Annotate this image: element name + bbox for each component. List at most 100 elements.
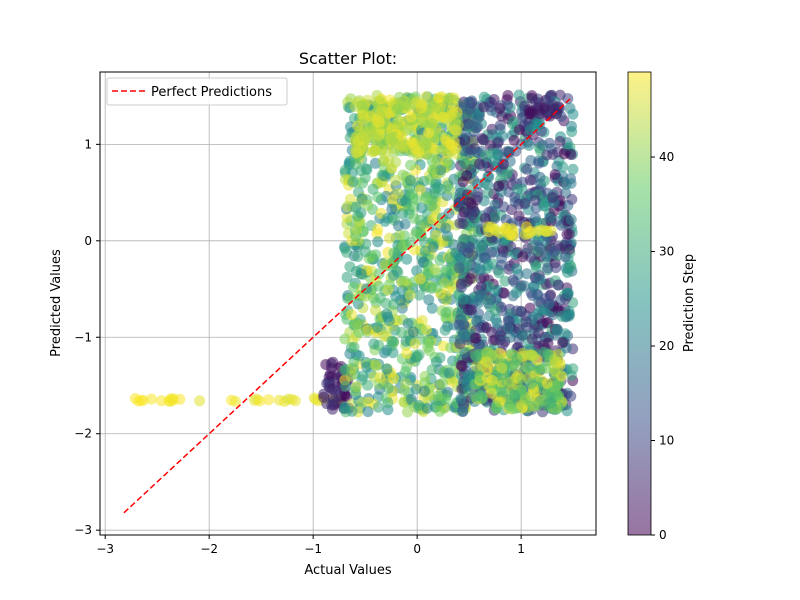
data-point (347, 176, 359, 188)
data-point (341, 391, 353, 403)
data-point (436, 144, 448, 156)
x-tick-label: 0 (413, 542, 421, 556)
data-point (388, 247, 400, 259)
data-point (507, 359, 519, 371)
data-point (491, 317, 503, 329)
data-point (565, 214, 577, 226)
data-point (339, 364, 351, 376)
data-point (553, 101, 565, 113)
data-point (340, 380, 351, 392)
data-point (481, 346, 493, 358)
data-point (374, 372, 386, 383)
data-point (525, 378, 537, 390)
data-point (431, 281, 443, 293)
data-point (564, 102, 576, 114)
data-point (457, 293, 469, 305)
data-point (508, 116, 519, 127)
data-point (453, 262, 465, 274)
scatter-points (129, 89, 579, 418)
data-point (382, 284, 394, 296)
data-point (390, 156, 402, 168)
data-point (549, 353, 560, 365)
data-point (372, 236, 384, 248)
data-point (386, 203, 398, 215)
data-point (475, 289, 487, 301)
data-point (427, 213, 439, 225)
data-point (465, 198, 477, 210)
data-point (547, 192, 558, 203)
colorbar-tick-label: 0 (659, 528, 667, 542)
data-point (341, 246, 353, 258)
data-point (422, 341, 434, 353)
data-point (370, 133, 382, 145)
data-point (537, 200, 549, 212)
data-point (415, 220, 427, 232)
colorbar: 0 10 20 30 40 Prediction Step (627, 71, 697, 542)
data-point (352, 120, 364, 132)
data-point (427, 164, 438, 176)
data-point (440, 222, 452, 234)
data-point (566, 120, 577, 132)
data-point (459, 158, 471, 170)
data-point (471, 351, 483, 363)
data-point (229, 395, 241, 407)
data-point (411, 265, 423, 277)
data-point (562, 288, 574, 300)
data-point (490, 285, 501, 297)
data-point (414, 289, 425, 301)
data-point (561, 228, 573, 240)
data-point (348, 341, 360, 353)
data-point (401, 253, 413, 265)
data-point (409, 338, 421, 350)
data-point (533, 241, 545, 253)
data-point (483, 171, 495, 183)
data-point (511, 305, 523, 317)
data-point (404, 289, 416, 301)
data-point (441, 113, 452, 125)
data-point (433, 92, 445, 104)
data-point (372, 224, 384, 235)
data-point (374, 292, 386, 304)
data-point (533, 157, 545, 169)
data-point (480, 150, 492, 161)
data-point (325, 358, 337, 370)
data-point (455, 393, 467, 405)
data-point (539, 102, 551, 114)
y-axis-ticks: −3 −2 −1 0 1 (74, 137, 100, 537)
data-point (554, 136, 566, 147)
data-point (373, 268, 385, 280)
data-point (496, 252, 508, 264)
data-point (356, 397, 368, 408)
data-point (513, 89, 525, 101)
data-point (497, 158, 509, 170)
data-point (341, 212, 353, 223)
data-point (498, 287, 510, 299)
data-point (482, 357, 494, 369)
data-point (537, 139, 548, 151)
data-point (486, 387, 498, 399)
data-point (396, 130, 408, 142)
data-point (472, 186, 484, 198)
data-point (521, 163, 533, 175)
data-point (513, 210, 525, 222)
data-point (562, 267, 573, 278)
data-point (468, 134, 480, 146)
data-point (550, 262, 562, 274)
legend-label: Perfect Predictions (151, 85, 272, 100)
data-point (362, 199, 374, 211)
data-point (427, 241, 439, 253)
data-point (557, 337, 569, 349)
data-point (482, 187, 494, 199)
data-point (503, 145, 515, 157)
y-tick-label: −1 (74, 330, 92, 344)
data-point (516, 329, 528, 341)
data-point (416, 202, 428, 214)
data-point (345, 292, 356, 304)
data-point (524, 174, 536, 186)
data-point (431, 229, 442, 241)
data-point (389, 174, 401, 186)
data-point (520, 394, 532, 406)
data-point (525, 251, 537, 263)
data-point (440, 393, 452, 405)
